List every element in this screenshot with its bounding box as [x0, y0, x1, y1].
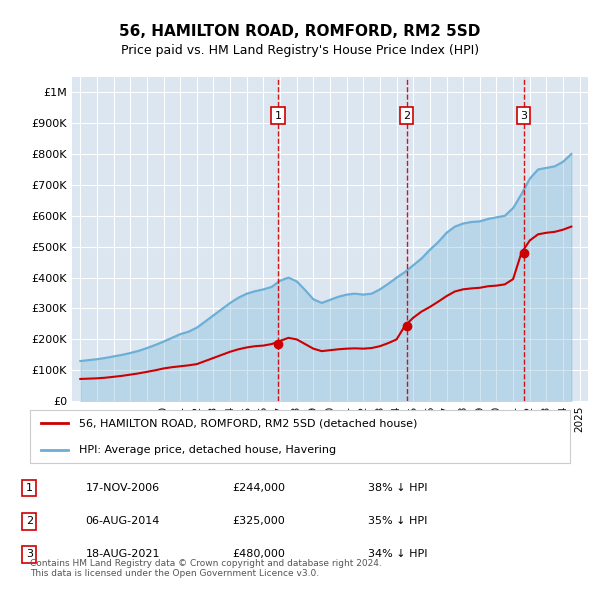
- Text: £325,000: £325,000: [232, 516, 285, 526]
- Text: 3: 3: [520, 111, 527, 120]
- Text: £244,000: £244,000: [232, 483, 286, 493]
- Text: 34% ↓ HPI: 34% ↓ HPI: [368, 549, 427, 559]
- Text: £480,000: £480,000: [232, 549, 285, 559]
- Text: HPI: Average price, detached house, Havering: HPI: Average price, detached house, Have…: [79, 445, 336, 455]
- Text: 06-AUG-2014: 06-AUG-2014: [86, 516, 160, 526]
- Text: 1: 1: [275, 111, 281, 120]
- Text: 3: 3: [26, 549, 33, 559]
- Text: 2: 2: [26, 516, 33, 526]
- Text: 38% ↓ HPI: 38% ↓ HPI: [368, 483, 427, 493]
- Text: Contains HM Land Registry data © Crown copyright and database right 2024.
This d: Contains HM Land Registry data © Crown c…: [30, 559, 382, 578]
- Text: 1: 1: [26, 483, 33, 493]
- Text: 17-NOV-2006: 17-NOV-2006: [86, 483, 160, 493]
- Text: 35% ↓ HPI: 35% ↓ HPI: [368, 516, 427, 526]
- Text: 56, HAMILTON ROAD, ROMFORD, RM2 5SD: 56, HAMILTON ROAD, ROMFORD, RM2 5SD: [119, 24, 481, 38]
- Text: Price paid vs. HM Land Registry's House Price Index (HPI): Price paid vs. HM Land Registry's House …: [121, 44, 479, 57]
- Text: 18-AUG-2021: 18-AUG-2021: [86, 549, 160, 559]
- Text: 2: 2: [403, 111, 410, 120]
- Text: 56, HAMILTON ROAD, ROMFORD, RM2 5SD (detached house): 56, HAMILTON ROAD, ROMFORD, RM2 5SD (det…: [79, 418, 417, 428]
